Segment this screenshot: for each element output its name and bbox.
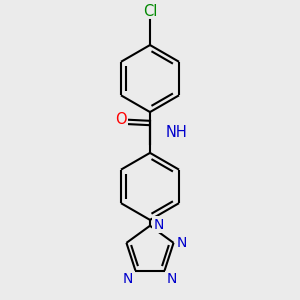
Text: N: N xyxy=(123,272,133,286)
Text: Cl: Cl xyxy=(143,4,157,19)
Text: N: N xyxy=(154,218,164,232)
Text: O: O xyxy=(115,112,127,127)
Text: N: N xyxy=(176,236,187,250)
Text: NH: NH xyxy=(166,125,188,140)
Text: N: N xyxy=(167,272,177,286)
